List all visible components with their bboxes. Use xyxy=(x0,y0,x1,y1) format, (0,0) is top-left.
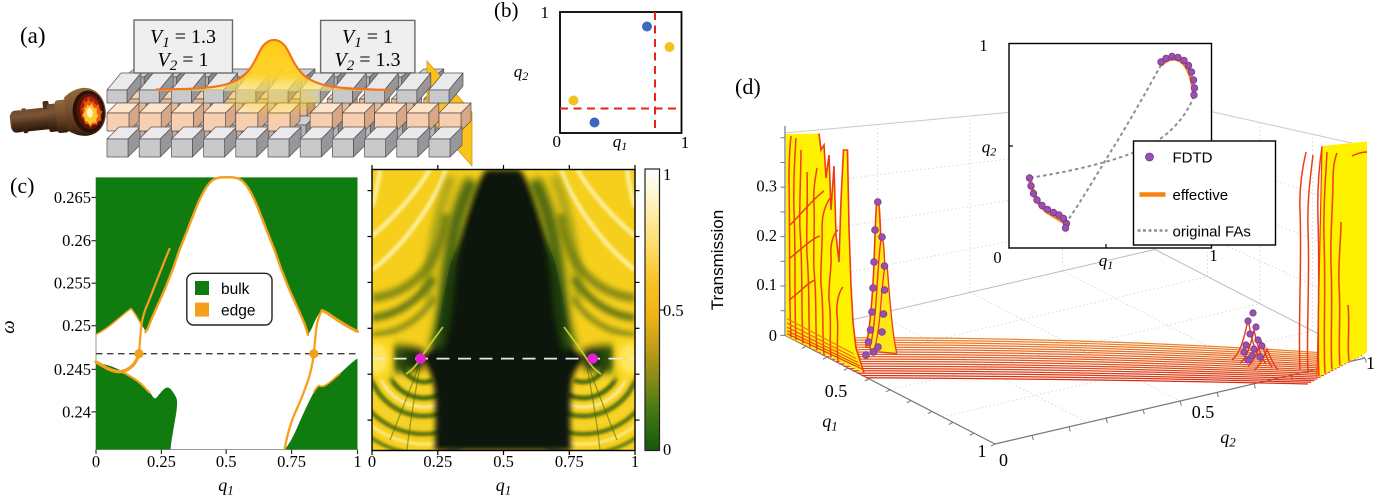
svg-text:q1: q1 xyxy=(822,411,838,434)
svg-text:1: 1 xyxy=(978,441,987,461)
svg-text:0.265: 0.265 xyxy=(54,188,91,207)
svg-text:1: 1 xyxy=(541,3,550,22)
svg-text:V1 = 1.3: V1 = 1.3 xyxy=(150,26,216,51)
svg-text:1: 1 xyxy=(353,452,361,471)
svg-text:1: 1 xyxy=(1209,246,1217,265)
svg-text:0: 0 xyxy=(769,326,777,345)
svg-text:V1 = 1: V1 = 1 xyxy=(342,26,393,51)
svg-text:0.75: 0.75 xyxy=(277,452,306,471)
svg-text:1: 1 xyxy=(1366,353,1375,373)
svg-text:0: 0 xyxy=(663,440,671,459)
svg-text:edge: edge xyxy=(221,303,255,320)
svg-text:(d): (d) xyxy=(735,74,761,99)
svg-text:1: 1 xyxy=(663,165,671,184)
svg-text:0.5: 0.5 xyxy=(825,381,848,401)
svg-text:0.5: 0.5 xyxy=(663,301,684,320)
svg-text:FDTD: FDTD xyxy=(1173,150,1213,167)
svg-text:q2: q2 xyxy=(982,138,997,159)
svg-text:V2 = 1: V2 = 1 xyxy=(158,49,209,74)
svg-text:ω: ω xyxy=(0,320,19,333)
svg-text:0.5: 0.5 xyxy=(216,452,237,471)
svg-text:q2: q2 xyxy=(1220,427,1236,450)
svg-text:0.24: 0.24 xyxy=(62,402,91,421)
svg-text:0.255: 0.255 xyxy=(54,274,91,293)
svg-text:0: 0 xyxy=(92,452,100,471)
svg-text:0.245: 0.245 xyxy=(54,360,91,379)
svg-text:original FAs: original FAs xyxy=(1173,224,1251,241)
svg-text:q2: q2 xyxy=(514,62,529,83)
svg-text:effective: effective xyxy=(1173,187,1229,204)
svg-text:0.26: 0.26 xyxy=(62,231,91,250)
svg-text:0: 0 xyxy=(993,248,1001,267)
svg-text:Transmission: Transmission xyxy=(708,210,727,310)
svg-text:0.5: 0.5 xyxy=(1192,402,1215,422)
svg-text:0.5: 0.5 xyxy=(493,452,514,471)
svg-text:(b): (b) xyxy=(494,0,519,22)
svg-text:0.3: 0.3 xyxy=(756,177,777,196)
svg-text:0: 0 xyxy=(999,450,1008,470)
svg-text:V2 = 1.3: V2 = 1.3 xyxy=(335,49,401,74)
svg-text:0.25: 0.25 xyxy=(62,316,91,335)
svg-text:0: 0 xyxy=(368,452,376,471)
svg-text:(a): (a) xyxy=(20,23,46,48)
svg-text:q1: q1 xyxy=(613,132,628,153)
svg-text:0.2: 0.2 xyxy=(756,226,777,245)
svg-text:0: 0 xyxy=(553,132,562,151)
svg-text:q1: q1 xyxy=(1099,251,1114,272)
svg-text:1: 1 xyxy=(681,133,690,152)
svg-text:0.75: 0.75 xyxy=(555,452,584,471)
svg-text:(c): (c) xyxy=(10,173,34,198)
svg-text:0.1: 0.1 xyxy=(756,275,777,294)
svg-text:1: 1 xyxy=(631,452,639,471)
svg-text:q1: q1 xyxy=(218,475,234,498)
svg-text:0.25: 0.25 xyxy=(147,452,176,471)
svg-text:bulk: bulk xyxy=(221,281,250,298)
svg-text:1: 1 xyxy=(979,36,987,55)
svg-text:q1: q1 xyxy=(496,475,512,498)
svg-text:0.25: 0.25 xyxy=(423,452,452,471)
